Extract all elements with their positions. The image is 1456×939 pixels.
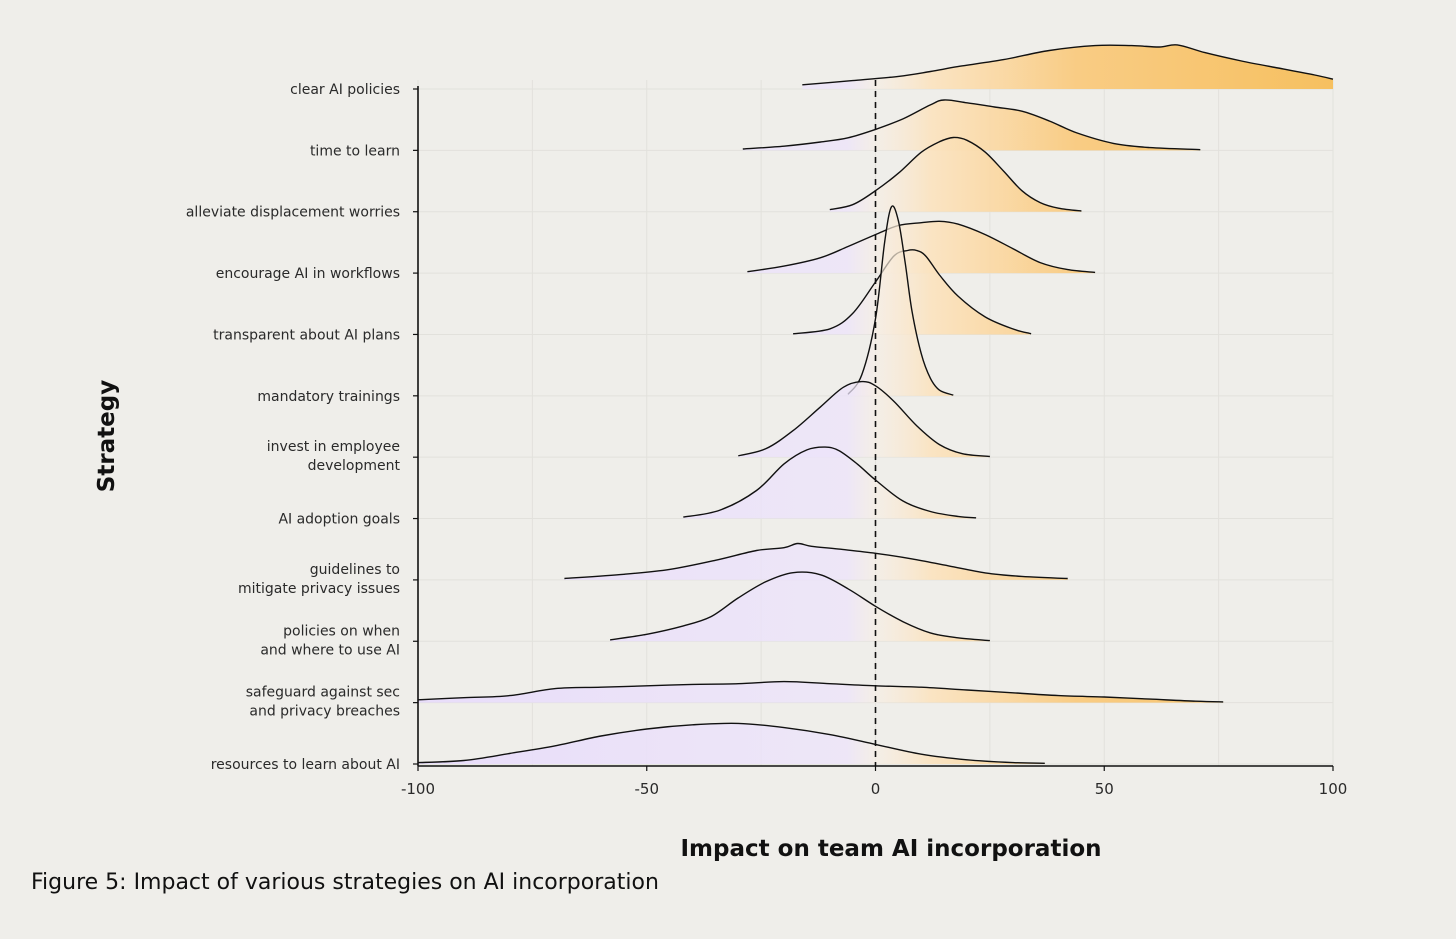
category-label: and where to use AI bbox=[260, 642, 400, 658]
ridge-clear-ai-policies bbox=[802, 44, 1334, 89]
category-label: encourage AI in workflows bbox=[216, 266, 400, 282]
ridge-fill bbox=[802, 44, 1333, 89]
ridge-resources-to-learn-about-ai bbox=[417, 722, 1045, 764]
ridge-outline bbox=[738, 380, 990, 458]
ridge-policies-on-when-and-where-to-use-ai bbox=[609, 571, 990, 642]
ridge-fill bbox=[738, 381, 990, 458]
x-tick-label: -100 bbox=[401, 780, 435, 798]
category-label: development bbox=[308, 458, 401, 474]
ridge-outline bbox=[742, 99, 1201, 151]
ridge-fill bbox=[848, 205, 954, 396]
category-label: transparent about AI plans bbox=[213, 327, 400, 343]
ridge-ai-adoption-goals bbox=[683, 446, 977, 519]
category-label: mandatory trainings bbox=[257, 389, 400, 405]
ridge-outline bbox=[564, 542, 1068, 580]
category-label: mitigate privacy issues bbox=[238, 581, 400, 597]
ridge-fill bbox=[418, 681, 1224, 703]
ridge-transparent-about-ai-plans bbox=[792, 249, 1032, 335]
x-tick-label: 50 bbox=[1095, 780, 1114, 798]
category-label: alleviate displacement worries bbox=[186, 205, 400, 221]
ridges bbox=[417, 44, 1334, 764]
ridge-outline bbox=[829, 136, 1082, 212]
ridge-fill bbox=[829, 137, 1082, 212]
ridge-outline bbox=[747, 220, 1096, 274]
x-tick-label: 100 bbox=[1319, 780, 1348, 798]
ridge-fill bbox=[418, 723, 1045, 764]
category-label: safeguard against sec bbox=[246, 685, 400, 701]
category-label: AI adoption goals bbox=[278, 512, 400, 528]
ridge-guidelines-to-mitigate-privacy-issues bbox=[564, 542, 1068, 580]
labels: clear AI policies time to learn alleviate … bbox=[186, 82, 418, 773]
ridge-outline bbox=[683, 446, 977, 519]
ridge-alleviate-displacement-worries bbox=[829, 136, 1082, 212]
x-axis-title: Impact on team AI incorporation bbox=[681, 836, 1102, 862]
category-label: clear AI policies bbox=[290, 82, 400, 98]
category-label: policies on when bbox=[283, 623, 400, 639]
ridge-fill bbox=[683, 447, 977, 519]
ridge-fill bbox=[747, 221, 1096, 274]
x-tick-label: 0 bbox=[871, 780, 881, 798]
ridge-safeguard-against-sec-and-privacy-breaches bbox=[417, 680, 1224, 703]
category-label: time to learn bbox=[310, 143, 400, 159]
ridge-outline bbox=[609, 571, 990, 642]
ridge-outline bbox=[417, 680, 1224, 703]
axes: -100 -50 0 50 100 bbox=[401, 80, 1347, 798]
x-tick-label: -50 bbox=[635, 780, 660, 798]
ridge-time-to-learn bbox=[742, 99, 1201, 151]
ridge-fill bbox=[793, 249, 1032, 335]
ridge-outline bbox=[792, 249, 1032, 335]
ridge-outline bbox=[802, 44, 1334, 86]
category-label: resources to learn about AI bbox=[211, 757, 400, 773]
y-axis-title: Strategy bbox=[94, 380, 120, 492]
ridge-outline bbox=[417, 722, 1045, 764]
ridge-fill bbox=[742, 99, 1201, 151]
ridge-fill bbox=[610, 572, 990, 642]
category-label: guidelines to bbox=[310, 562, 400, 578]
figure-caption: Figure 5: Impact of various strategies o… bbox=[31, 870, 659, 895]
ridge-fill bbox=[564, 543, 1068, 580]
category-label: and privacy breaches bbox=[249, 704, 400, 720]
ridge-invest-in-employee-development bbox=[738, 380, 990, 458]
ridge-encourage-ai-in-workflows bbox=[747, 220, 1096, 274]
category-label: invest in employee bbox=[267, 439, 400, 455]
